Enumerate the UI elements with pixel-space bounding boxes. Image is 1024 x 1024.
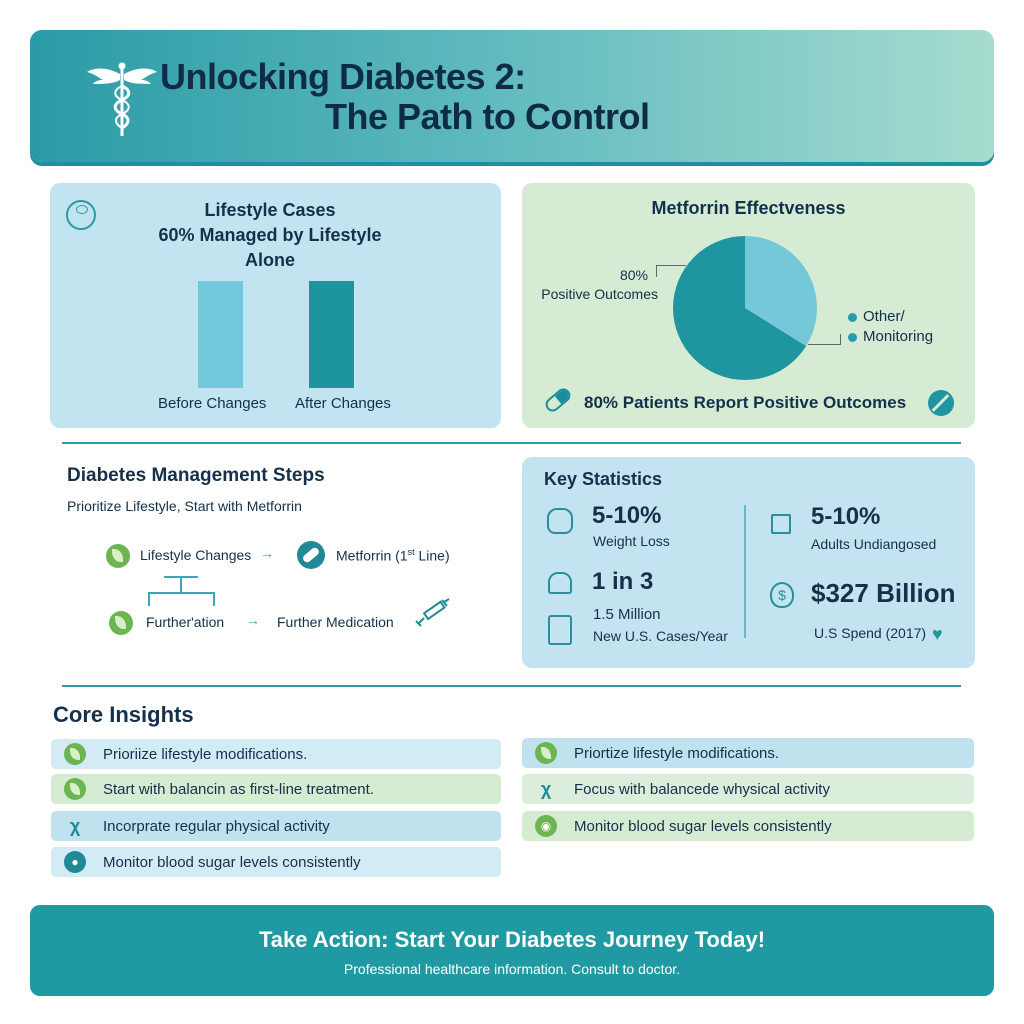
caduceus-icon	[87, 62, 157, 136]
insights-title: Core Insights	[53, 702, 194, 727]
lifestyle-title-line2: 60% Managed by Lifestyle	[158, 225, 382, 245]
heart-icon: ♥	[932, 624, 943, 644]
insight-text: Start with balancin as first-line treatm…	[103, 780, 374, 798]
pie-label-text: Positive Outcomes	[541, 286, 658, 302]
insight-item: Prioriize lifestyle modifications.	[51, 739, 501, 769]
cta-title: Take Action: Start Your Diabetes Journey…	[258, 927, 766, 952]
legend-label: Other/	[863, 308, 905, 325]
kidney-icon: ◉	[535, 815, 557, 837]
step-metformin-text: Metforrin (1	[336, 547, 408, 564]
steps-subtitle: Prioritize Lifestyle, Start with Metforr…	[67, 498, 302, 514]
stat-weight-loss-label: Weight Loss	[593, 533, 670, 549]
cta-subtitle: Professional healthcare information. Con…	[343, 961, 681, 977]
step-metformin: Metforrin (1st Line)	[336, 547, 450, 564]
leaf-icon	[64, 743, 86, 765]
runner-icon: χ	[69, 815, 81, 836]
syringe-icon	[415, 598, 450, 627]
step-further-medication: Further Medication	[277, 614, 394, 630]
pie-legend: Other/ Monitoring	[848, 307, 933, 347]
leader-line	[808, 344, 840, 345]
drop-icon: ●	[64, 851, 86, 873]
lifestyle-title: Lifestyle Cases 60% Managed by Lifestyle…	[150, 198, 390, 273]
bag-icon	[547, 508, 573, 534]
section-divider	[62, 442, 961, 444]
step-metformin-end: Line)	[414, 547, 450, 564]
page-title-line2: The Path to Control	[325, 96, 650, 137]
leaf-icon	[109, 611, 133, 635]
arrow-icon: →	[260, 545, 274, 561]
pie-chart	[673, 236, 817, 380]
insight-text: Incorprate regular physical activity	[103, 817, 330, 835]
leaf-icon	[64, 778, 86, 800]
pie-label-pct: 80%	[619, 267, 648, 283]
stat-spend-value: $327 Billion	[811, 578, 956, 608]
insight-item: χ Focus with balancede whysical activity	[522, 774, 974, 804]
insight-text: Priortize lifestyle modifications.	[574, 744, 780, 762]
stat-weight-loss-value: 5-10%	[592, 502, 662, 529]
step-lifestyle-changes: Lifestyle Changes	[140, 547, 252, 563]
section-divider	[62, 685, 961, 687]
stat-undiagnosed-label: Adults Undiangosed	[811, 536, 937, 552]
legend-item: Other/	[848, 307, 933, 327]
stat-new-cases-label: New U.S. Cases/Year	[593, 628, 728, 644]
stat-undiagnosed-value: 5-10%	[811, 503, 881, 530]
insight-item: χ Incorprate regular physical activity	[51, 811, 501, 841]
stat-spend-label: U.S Spend (2017)	[814, 625, 927, 641]
bar-after-changes	[309, 281, 354, 388]
tag-icon	[771, 514, 791, 534]
scale-icon	[66, 200, 96, 230]
insight-text: Prioriize lifestyle modifications.	[103, 745, 308, 763]
metformin-summary: 80% Patients Report Positive Outcomes	[584, 393, 907, 412]
no-entry-icon	[928, 390, 954, 416]
bar-label-after: After Changes	[295, 395, 391, 412]
money-bag-icon: $	[770, 582, 794, 608]
leader-line	[656, 265, 686, 266]
flow-connector	[213, 592, 215, 606]
metformin-title: Metforrin Effectveness	[651, 198, 846, 218]
stat-one-in-three-value: 1 in 3	[592, 568, 654, 595]
weight-icon	[548, 572, 572, 594]
insight-text: Focus with balancede whysical activity	[574, 780, 830, 798]
flow-connector	[148, 592, 214, 594]
steps-title: Diabetes Management Steps	[67, 465, 325, 486]
legend-dot	[848, 332, 857, 342]
clipboard-icon	[548, 615, 572, 645]
stats-divider	[744, 505, 746, 638]
leaf-icon	[535, 742, 557, 764]
insight-item: Priortize lifestyle modifications.	[522, 738, 974, 768]
pie-label-positive: 80% Positive Outcomes	[532, 266, 658, 304]
page-title-line1: Unlocking Diabetes 2:	[160, 56, 526, 97]
insight-item: ● Monitor blood sugar levels consistentl…	[51, 847, 501, 877]
insight-text: Monitor blood sugar levels consistently	[574, 817, 832, 835]
header-banner: Unlocking Diabetes 2: The Path to Contro…	[30, 30, 994, 162]
leader-line	[840, 334, 841, 345]
stats-card	[522, 457, 975, 668]
step-further-ation: Furtherʹation	[146, 614, 225, 630]
flow-connector	[180, 576, 182, 593]
insight-item: Start with balancin as first-line treatm…	[51, 774, 501, 804]
call-to-action-banner[interactable]: Take Action: Start Your Diabetes Journey…	[30, 905, 994, 996]
legend-item: Monitoring	[848, 327, 933, 347]
lifestyle-card	[50, 183, 501, 428]
legend-dot	[848, 312, 857, 322]
bar-before-changes	[198, 281, 243, 388]
lifestyle-title-line1: Lifestyle Cases	[204, 200, 336, 220]
lifestyle-title-line3: Alone	[244, 250, 295, 270]
leader-line	[656, 265, 657, 277]
step-metformin-sup: st	[407, 547, 415, 557]
insight-item: ◉ Monitor blood sugar levels consistentl…	[522, 811, 974, 841]
capsule-icon	[297, 541, 325, 569]
stat-new-cases-value: 1.5 Million	[593, 606, 661, 623]
insight-text: Monitor blood sugar levels consistently	[103, 853, 361, 871]
legend-label: Monitoring	[863, 328, 934, 345]
flow-connector	[148, 592, 150, 606]
leaf-icon	[106, 544, 130, 568]
arrow-icon: →	[246, 612, 260, 628]
stats-title: Key Statistics	[544, 469, 663, 489]
bar-label-before: Before Changes	[158, 395, 267, 412]
runner-icon: χ	[540, 778, 552, 799]
